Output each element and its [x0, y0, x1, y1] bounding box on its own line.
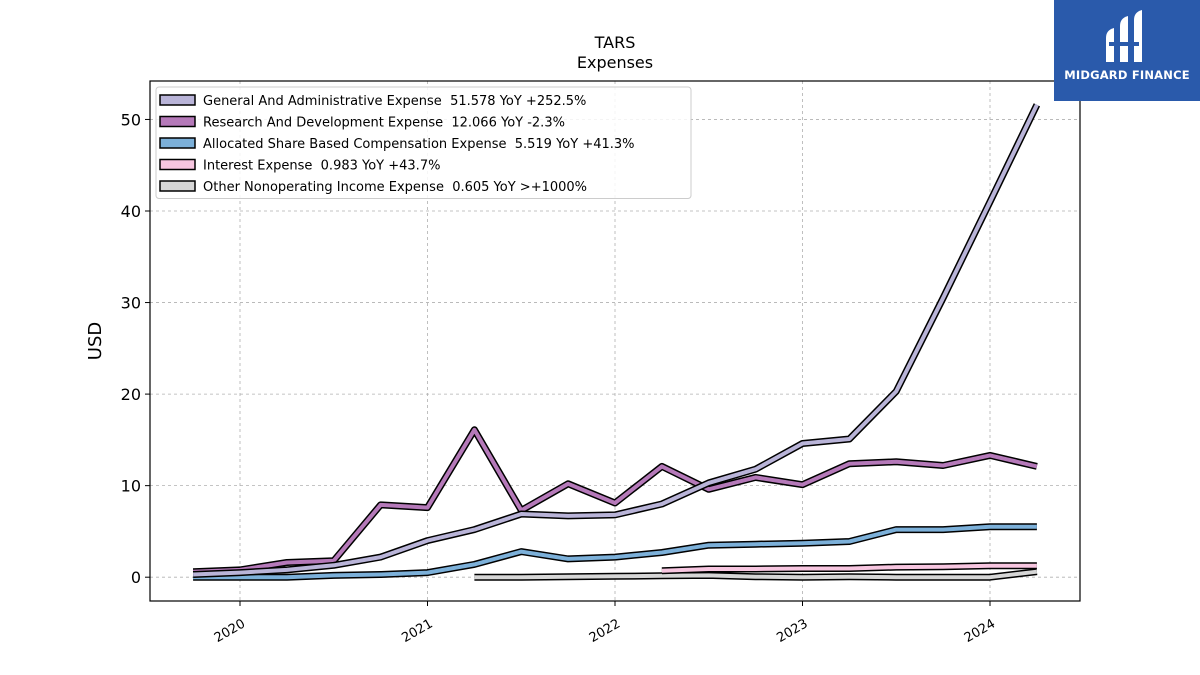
legend-swatch — [159, 180, 196, 192]
legend-swatch — [159, 158, 196, 171]
y-tick-label: 0 — [131, 568, 141, 587]
legend-label: Other Nonoperating Income Expense 0.605 … — [203, 180, 587, 195]
chart-subtitle: Expenses — [577, 53, 653, 72]
x-tick-label: 2024 — [962, 616, 998, 646]
legend-label: Allocated Share Based Compensation Expen… — [203, 137, 635, 152]
logo-mark-icon — [1106, 10, 1142, 62]
legend-swatch — [159, 115, 196, 128]
legend-label: Interest Expense 0.983 YoY +43.7% — [203, 159, 440, 174]
y-axis-label: USD — [85, 322, 106, 360]
midgard-finance-logo: MIDGARD FINANCE — [1054, 0, 1200, 101]
logo-text: MIDGARD FINANCE — [1064, 68, 1190, 82]
series-line-general-and-administrative-expense — [193, 103, 1039, 577]
series-line-interest-expense — [661, 563, 1037, 573]
x-tick-label: 2021 — [399, 616, 435, 646]
y-tick-label: 50 — [121, 110, 141, 129]
legend-label: General And Administrative Expense 51.57… — [203, 94, 586, 109]
legend-swatch — [159, 137, 196, 149]
legend-box — [155, 86, 692, 199]
legend-label: Research And Development Expense 12.066 … — [203, 116, 565, 131]
legend: General And Administrative Expense 51.57… — [155, 86, 692, 199]
series-line-research-and-development-expense — [193, 427, 1038, 574]
x-tick-label: 2022 — [587, 616, 623, 646]
y-tick-label: 20 — [121, 385, 141, 404]
y-tick-label: 10 — [121, 477, 141, 496]
x-tick-label: 2020 — [212, 616, 248, 646]
chart-title: TARS — [594, 33, 636, 52]
x-tick-label: 2023 — [774, 616, 810, 646]
series-lines — [192, 103, 1041, 581]
y-tick-label: 40 — [121, 202, 141, 221]
series-line-other-nonoperating-income-expense — [474, 569, 1038, 580]
y-tick-label: 30 — [121, 294, 141, 313]
legend-swatch — [159, 94, 196, 106]
series-line-allocated-share-based-compensation-expense — [193, 524, 1037, 580]
